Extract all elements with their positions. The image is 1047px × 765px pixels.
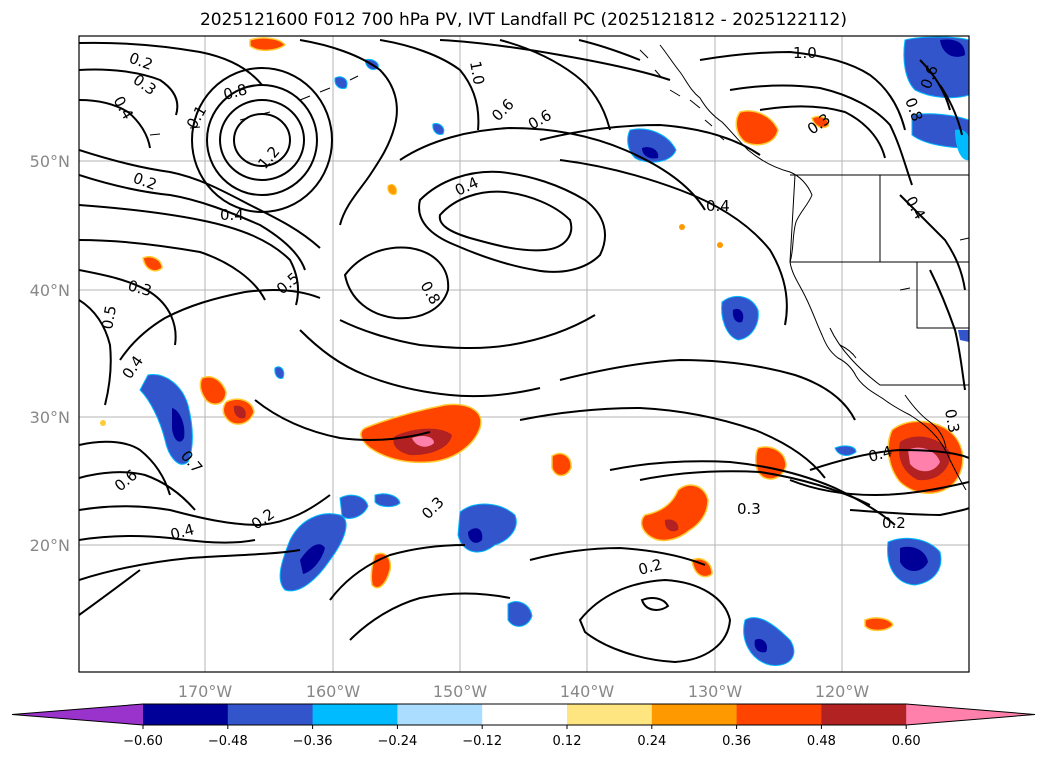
- colorbar-tick-label: 0.60: [892, 734, 921, 749]
- lat-label: 50°N: [30, 152, 70, 171]
- contour-label: 0.4: [706, 197, 730, 215]
- map-background: [79, 36, 969, 672]
- contour-label: 0.4: [168, 520, 196, 544]
- colorbar-segment: [397, 704, 483, 725]
- colorbar-segment: [482, 704, 568, 725]
- colorbar-tick-label: −0.36: [293, 734, 333, 749]
- colorbar-tick-label: −0.48: [208, 734, 248, 749]
- contour-label: 0.4: [220, 206, 244, 224]
- lon-label: 150°W: [433, 682, 488, 701]
- colorbar-tick-label: 0.36: [722, 734, 751, 749]
- colorbar-tick-label: −0.60: [123, 734, 163, 749]
- colorbar-segment: [143, 704, 229, 725]
- lat-label: 40°N: [30, 281, 70, 300]
- contour-label: 0.3: [126, 276, 154, 300]
- map-title: 2025121600 F012 700 hPa PV, IVT Landfall…: [199, 10, 847, 30]
- contour-label: 0.5: [98, 304, 120, 331]
- colorbar-segment: [227, 704, 314, 725]
- colorbar: −0.60 −0.48 −0.36 −0.24 −0.12 0.12 0.24 0.36 0.4…: [11, 703, 1036, 749]
- contour-label: 0.3: [737, 500, 761, 518]
- longitude-labels: 170°W 160°W 150°W 140°W 130°W 120°W: [178, 682, 870, 701]
- colorbar-segment: [651, 704, 738, 725]
- lat-label: 20°N: [30, 536, 70, 555]
- latitude-labels: 50°N 40°N 30°N 20°N: [30, 152, 70, 555]
- colorbar-extend-high: [906, 704, 1035, 725]
- lon-label: 170°W: [178, 682, 233, 701]
- lon-label: 140°W: [560, 682, 615, 701]
- colorbar-segment: [567, 704, 653, 725]
- colorbar-tick-label: −0.24: [377, 734, 417, 749]
- lon-label: 160°W: [306, 682, 361, 701]
- colorbar-tick-label: 0.24: [637, 734, 666, 749]
- lat-label: 30°N: [30, 408, 70, 427]
- colorbar-tick-label: −0.12: [462, 734, 502, 749]
- colorbar-tick-label: 0.48: [807, 734, 836, 749]
- contour-label: 0.4: [866, 442, 894, 466]
- colorbar-segment: [312, 704, 398, 725]
- lon-label: 130°W: [688, 682, 743, 701]
- contour-label: 0.8: [221, 80, 249, 104]
- contour-label: 1.0: [466, 60, 488, 87]
- contour-label: 1.0: [793, 44, 817, 62]
- ivt-shading: [100, 36, 969, 666]
- contour-label: 0.3: [941, 408, 963, 435]
- colorbar-segment: [736, 704, 822, 725]
- map-frame: [78, 35, 970, 673]
- pv-contours: [79, 39, 969, 664]
- colorbar-tick-label: 0.12: [553, 734, 582, 749]
- colorbar-segment: [821, 704, 907, 725]
- contour-label: 0.2: [882, 514, 906, 532]
- lon-label: 120°W: [815, 682, 870, 701]
- colorbar-extend-low: [12, 704, 143, 725]
- contour-label: 0.2: [636, 555, 664, 579]
